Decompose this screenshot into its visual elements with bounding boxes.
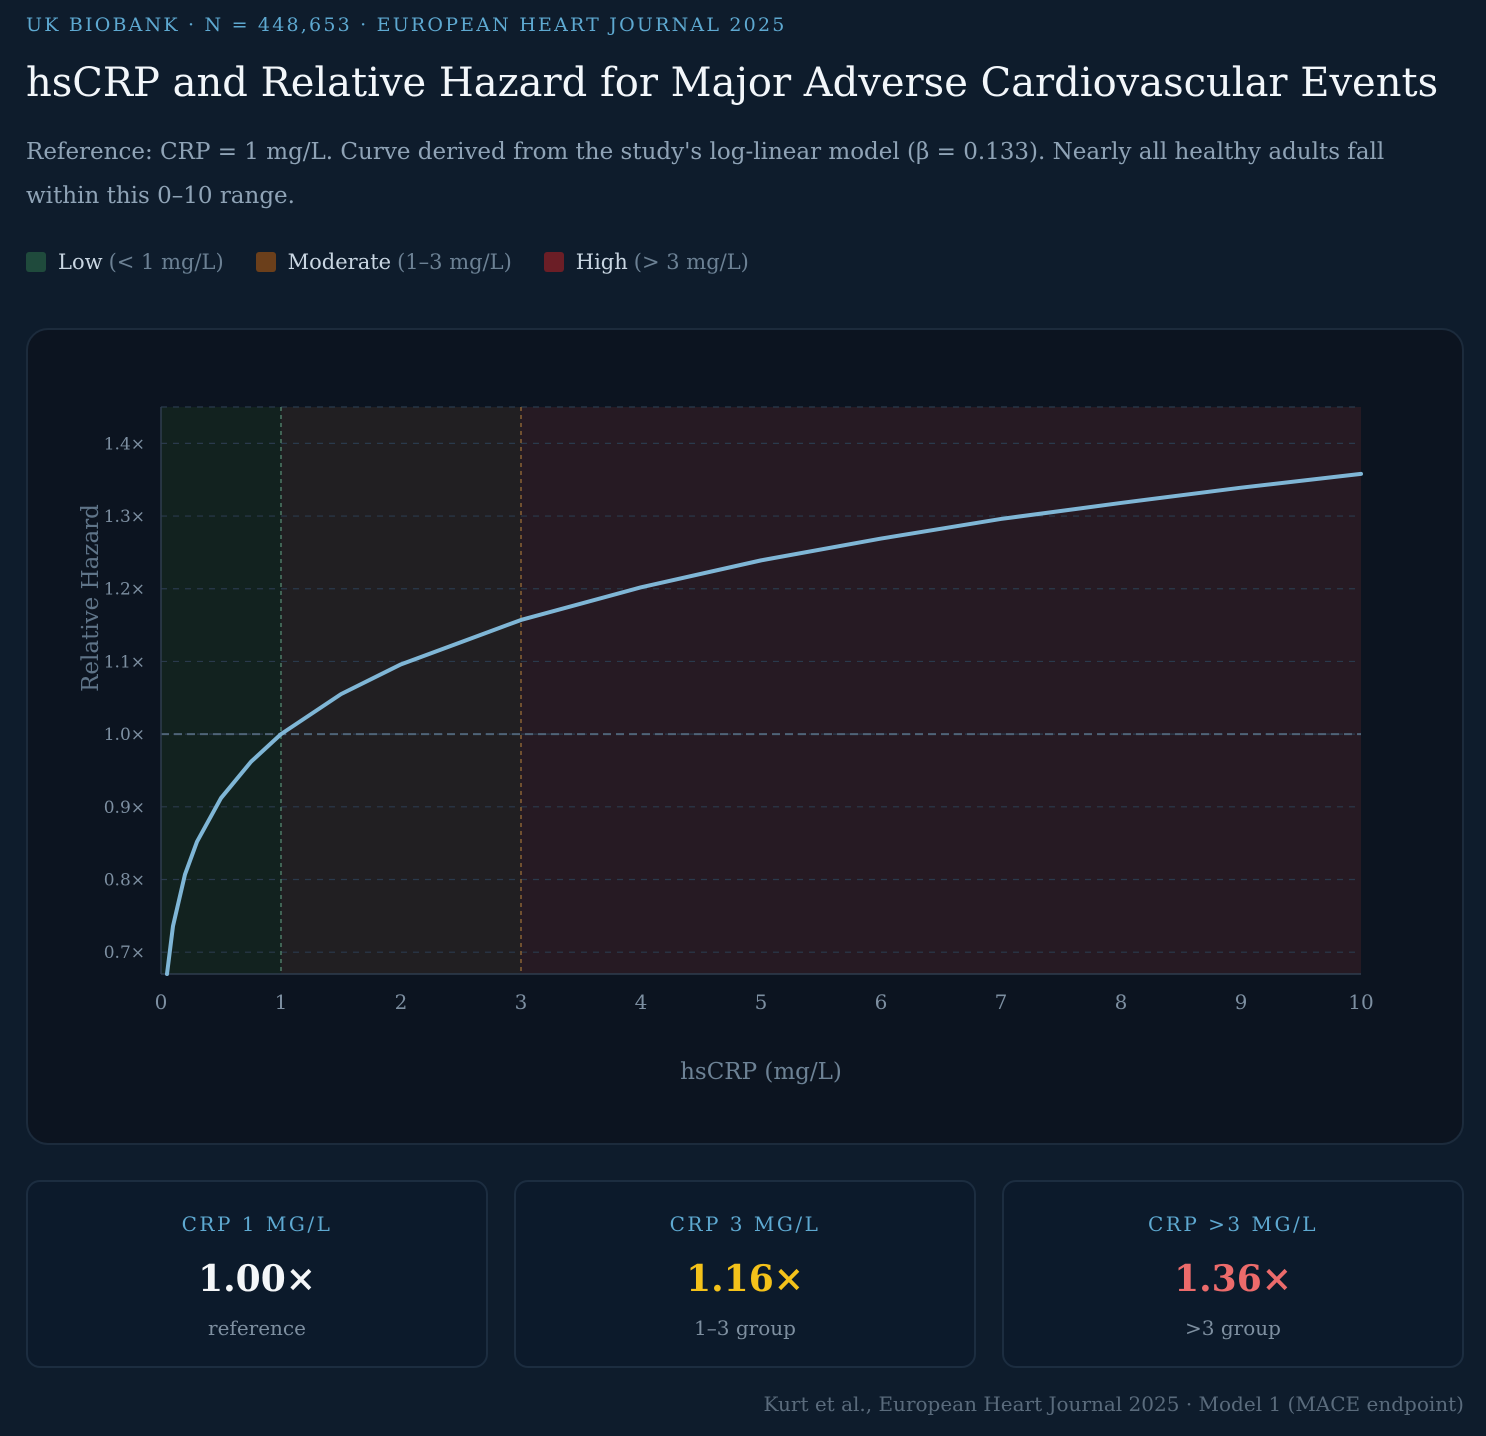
y-tick-label: 0.7× [104,943,145,963]
legend-label: Moderate [287,250,392,274]
stat-card-crp-3: CRP 3 MG/L 1.16× 1–3 group [514,1180,976,1368]
x-tick-label: 1 [275,990,288,1014]
page-title: hsCRP and Relative Hazard for Major Adve… [26,60,1439,106]
stat-value: 1.16× [686,1258,804,1300]
legend-swatch-high [543,252,564,272]
legend-item-low: Low (< 1 mg/L) [26,250,224,274]
eyebrow: UK BIOBANK · N = 448,653 · EUROPEAN HEAR… [26,14,787,36]
stat-note: 1–3 group [694,1316,796,1340]
stat-card-crp-1: CRP 1 MG/L 1.00× reference [26,1180,488,1368]
stat-value: 1.00× [198,1258,316,1300]
source-footer: Kurt et al., European Heart Journal 2025… [763,1392,1465,1416]
stat-value: 1.36× [1174,1258,1292,1300]
x-tick-label: 10 [1348,990,1373,1014]
legend-label: Low [58,250,103,274]
y-tick-label: 1.0× [104,725,145,745]
y-axis-title: Relative Hazard [78,504,104,692]
x-tick-label: 9 [1235,990,1248,1014]
x-tick-label: 3 [515,990,528,1014]
x-tick-label: 6 [875,990,888,1014]
legend-range: (< 1 mg/L) [108,250,224,274]
stat-note: reference [208,1316,306,1340]
x-tick-label: 8 [1115,990,1128,1014]
stat-label: CRP 1 MG/L [181,1212,333,1236]
x-axis-title: hsCRP (mg/L) [680,1059,842,1085]
subtitle: Reference: CRP = 1 mg/L. Curve derived f… [26,139,1385,209]
x-tick-label: 2 [395,990,408,1014]
hazard-chart: 0.7× 0.8× 0.9× 1.0× 1.1× 1.2× 1.3× 1.4× 0 1 2 3 4 5 6 7… [78,406,1374,1085]
legend-label: High [575,250,628,274]
legend-swatch-low [26,252,46,272]
stat-label: CRP >3 MG/L [1148,1212,1318,1236]
y-tick-label: 1.4× [104,434,145,454]
x-tick-label: 0 [155,990,168,1014]
legend-range: (1–3 mg/L) [397,250,512,274]
y-tick-label: 1.3× [104,507,145,527]
y-tick-label: 1.2× [104,580,145,600]
legend-range: (> 3 mg/L) [633,250,749,274]
chart-card: 0.7× 0.8× 0.9× 1.0× 1.1× 1.2× 1.3× 1.4× 0 1 2 3 4 5 6 7… [26,328,1464,1145]
region-band [281,407,521,974]
region-band [161,407,281,974]
y-tick-label: 0.9× [104,798,145,818]
y-tick-label: 1.1× [104,652,145,672]
y-tick-label: 0.8× [104,871,145,891]
region-band [521,407,1361,974]
legend-item-moderate: Moderate (1–3 mg/L) [255,250,512,274]
stat-label: CRP 3 MG/L [669,1212,821,1236]
x-tick-label: 5 [755,990,768,1014]
stat-card-crp-over-3: CRP >3 MG/L 1.36× >3 group [1002,1180,1464,1368]
stat-note: >3 group [1185,1316,1281,1340]
legend-swatch-moderate [255,252,276,272]
legend-item-high: High (> 3 mg/L) [543,250,749,274]
x-tick-label: 7 [995,990,1008,1014]
legend: Low (< 1 mg/L) Moderate (1–3 mg/L) High … [26,250,749,274]
x-tick-label: 4 [635,990,648,1014]
